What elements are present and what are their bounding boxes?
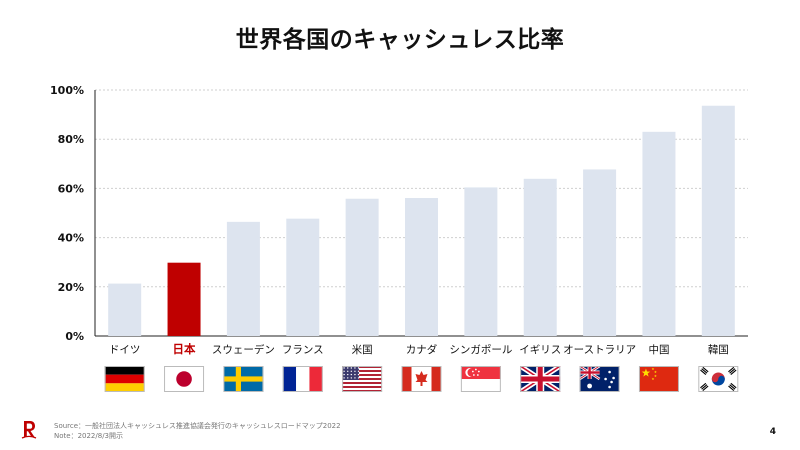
germany-flag <box>104 366 145 392</box>
china-flag <box>638 366 679 392</box>
bar <box>286 218 320 336</box>
y-tick-label: 40% <box>58 232 84 245</box>
y-tick-label: 0% <box>65 330 84 343</box>
x-tick-label: シンガポール <box>449 344 512 356</box>
footer-source: Source：一般社団法人キャッシュレス推進協議会発行のキャッシュレスロードマッ… <box>54 421 341 441</box>
x-tick-label: カナダ <box>406 343 438 356</box>
bar <box>405 197 438 336</box>
x-tick-label: 日本 <box>173 342 196 356</box>
australia-flag <box>579 366 620 392</box>
y-tick-label: 60% <box>58 182 84 195</box>
usa-flag <box>342 366 383 392</box>
x-tick-label: ドイツ <box>109 344 141 356</box>
x-tick-label: 中国 <box>648 343 669 356</box>
x-tick-label: 韓国 <box>708 344 729 356</box>
bar <box>642 131 676 336</box>
note-text: Note：2022/8/3開示 <box>54 432 124 440</box>
bar <box>583 169 617 336</box>
sweden-flag <box>223 366 264 392</box>
x-tick-label: 米国 <box>352 343 373 356</box>
y-tick-label: 20% <box>58 281 84 294</box>
bar <box>523 178 557 336</box>
y-tick-label: 80% <box>58 133 84 146</box>
bar <box>226 221 260 336</box>
france-flag <box>282 366 323 392</box>
bar <box>345 198 379 336</box>
japan-flag <box>164 366 205 392</box>
singapore-flag <box>460 366 501 392</box>
page-number: 4 <box>769 427 776 437</box>
source-text: Source：一般社団法人キャッシュレス推進協議会発行のキャッシュレスロードマッ… <box>54 422 341 430</box>
rakuten-logo <box>21 421 37 439</box>
x-tick-label: イギリス <box>519 344 561 356</box>
bar <box>701 105 735 336</box>
y-tick-label: 100% <box>50 84 84 97</box>
korea-flag <box>698 366 739 392</box>
x-tick-label: フランス <box>282 344 324 356</box>
x-tick-label: スウェーデン <box>212 343 275 356</box>
uk-flag <box>520 366 561 392</box>
x-tick-label: オーストラリア <box>563 344 636 356</box>
bar <box>108 283 142 336</box>
bar <box>167 262 201 336</box>
chart-title: 世界各国のキャッシュレス比率 <box>235 27 565 53</box>
canada-flag <box>401 366 442 392</box>
bar <box>464 187 498 336</box>
